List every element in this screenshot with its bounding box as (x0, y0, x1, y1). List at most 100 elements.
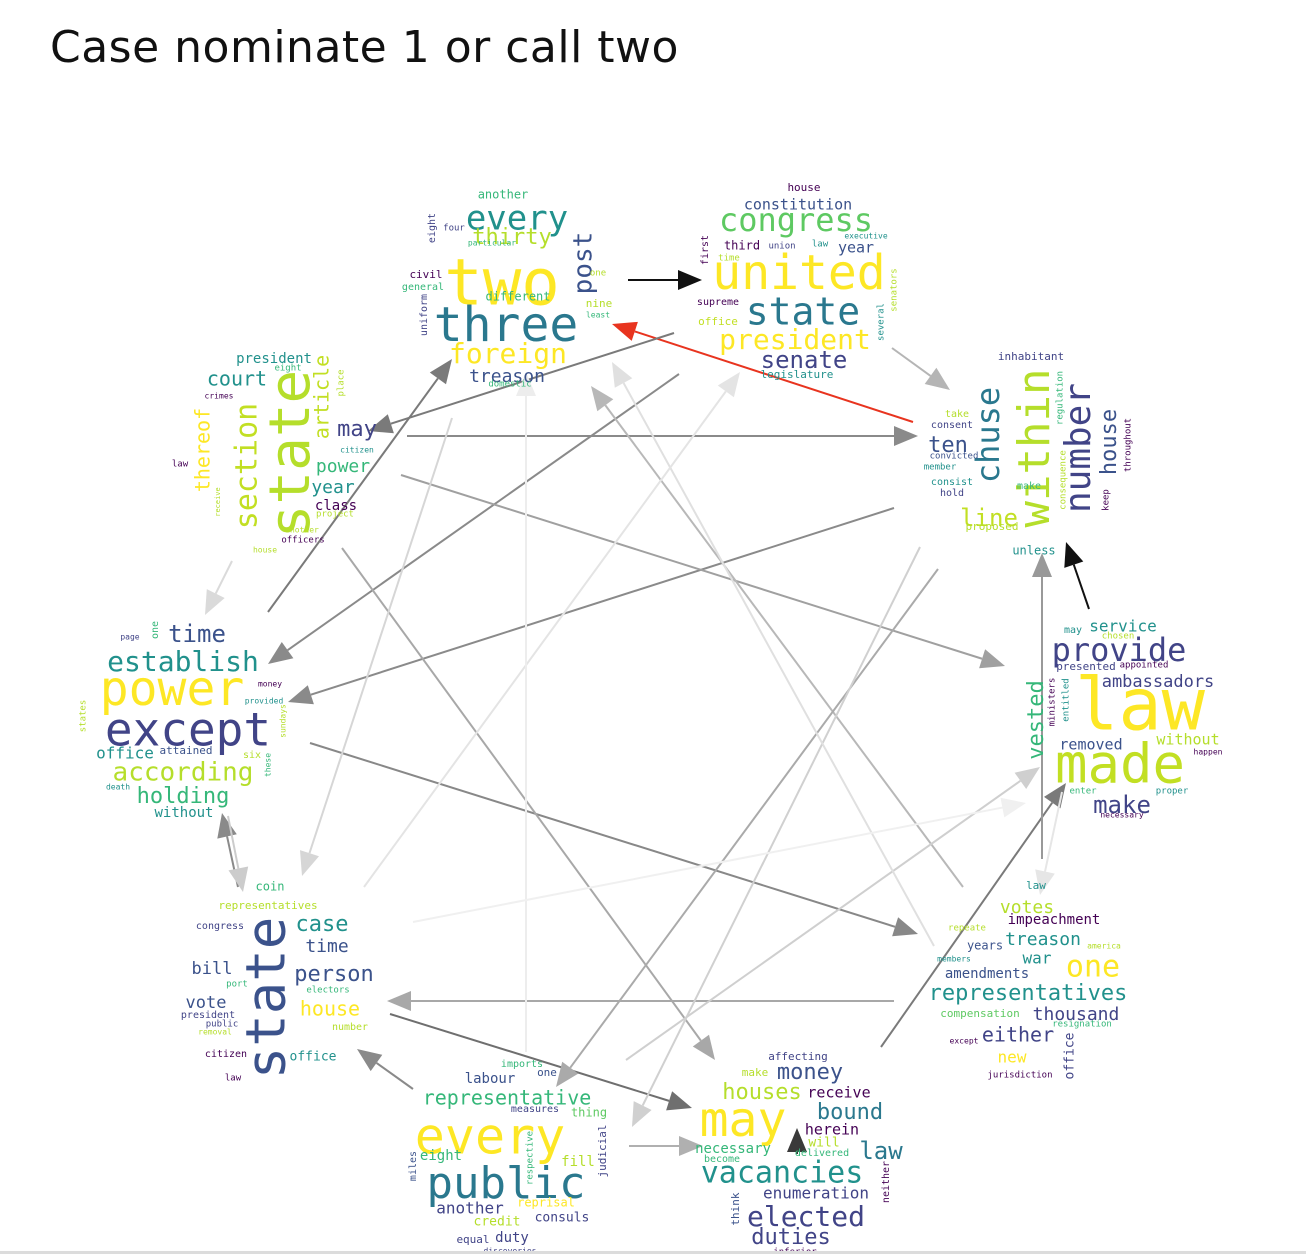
edge-arrow (300, 417, 453, 876)
cloud-word: executive (844, 232, 888, 241)
cloud-word: duties (751, 1225, 830, 1250)
cloud-word: state (235, 917, 298, 1080)
edge-arrow (407, 426, 918, 446)
edge-line (625, 780, 1021, 1061)
cloud-word: credit (474, 1215, 521, 1230)
arrow-head-icon (228, 866, 249, 892)
cloud-word: without (1156, 731, 1219, 749)
cloud-word: states (79, 700, 89, 733)
cloud-word: citizen (340, 446, 374, 455)
edge-line (1072, 564, 1090, 610)
cloud-word: will (808, 1136, 839, 1151)
cloud-word: one (150, 621, 161, 639)
cloud-word: fill (561, 1154, 595, 1170)
cloud-word: labour (465, 1071, 516, 1087)
edge-line (400, 474, 983, 660)
edge-arrow (625, 767, 1040, 1061)
arrow-head-icon (1064, 542, 1084, 568)
cloud-word: holding (137, 784, 230, 809)
cloud-word: consent (931, 420, 973, 431)
cloud-word: coin (256, 880, 285, 894)
arrow-head-icon (787, 1128, 807, 1152)
arrow-head-icon (892, 917, 918, 937)
arrow-head-icon (1032, 553, 1052, 577)
arrow-head-icon (692, 1034, 715, 1060)
arrow-head-icon (679, 1136, 703, 1156)
edge-arrow (591, 386, 964, 888)
edge-line (363, 390, 727, 888)
cloud-word: vacancies (701, 1156, 864, 1191)
cloud-word: chosen (1102, 632, 1135, 642)
cloud-word: delivered (795, 1148, 849, 1159)
edge-arrow (787, 1128, 807, 1154)
cloud-word: house (253, 546, 277, 555)
cloud-word: first (700, 235, 711, 265)
edge-line (375, 1062, 414, 1090)
cloud-word: power (100, 661, 245, 717)
cloud-word: time (718, 254, 740, 264)
cloud-word: president (236, 351, 312, 367)
cloud-word: another (285, 526, 319, 535)
cloud-word: house (787, 181, 820, 194)
cloud-word: neither (881, 1161, 892, 1203)
cloud-word: one (537, 1066, 557, 1079)
cloud-word: crimes (205, 392, 234, 401)
cloud-word: nine (586, 297, 613, 310)
cloud-word: war (1023, 949, 1052, 968)
cloud-word: case (296, 912, 349, 937)
cloud-word: particular (468, 239, 516, 248)
edge-line (412, 806, 1003, 923)
cloud-word: throughout (1124, 418, 1134, 472)
cloud-word: happen (1194, 748, 1223, 757)
cloud-word: law (225, 1074, 242, 1084)
cloud-word: four (443, 224, 465, 234)
edge-line (634, 330, 914, 423)
cloud-word: impeachment (1008, 912, 1101, 928)
cloud-word: office (96, 744, 154, 763)
cloud-word: inferior (773, 1248, 817, 1254)
edge-line (341, 547, 702, 1042)
edge-arrow (227, 815, 249, 892)
edge-arrow (309, 742, 918, 937)
cloud-word: eight (274, 364, 301, 374)
cloud-word: senate (761, 346, 848, 374)
cloud-word: new (998, 1048, 1027, 1067)
cloud-word: except (950, 1037, 979, 1046)
arrow-head-icon (1014, 767, 1040, 789)
edge-line (389, 1013, 670, 1102)
cloud-word: enumeration (763, 1184, 869, 1203)
cloud-word: supreme (697, 297, 739, 308)
cloud-word: bound (817, 1100, 883, 1125)
cloud-word: provide (1052, 631, 1187, 669)
arrow-head-icon (268, 642, 294, 664)
cloud-word: herein (805, 1121, 859, 1139)
cloud-word: section (230, 403, 265, 529)
edge-line (308, 417, 453, 854)
cloud-word: law (172, 460, 189, 470)
cloud-word: removal (198, 1028, 232, 1037)
cloud-word: discoveries (484, 1247, 537, 1254)
cloud-word: year (838, 239, 874, 257)
cloud-word: receive (214, 487, 222, 517)
edge-line (227, 815, 240, 869)
cloud-word: removed (1059, 736, 1122, 754)
edge-arrow (341, 547, 715, 1060)
edge-line (309, 742, 896, 928)
arrow-head-icon (591, 386, 614, 412)
cloud-word: ambassadors (1102, 672, 1215, 692)
edge-line (287, 373, 680, 651)
cloud-word: time (168, 620, 226, 648)
cloud-word: amendments (945, 966, 1029, 982)
cloud-word: necessary (1100, 811, 1144, 820)
edge-arrow (629, 1136, 703, 1156)
cloud-word: except (105, 703, 271, 757)
cloud-word: america (1087, 942, 1121, 951)
cloud-word: several (877, 303, 887, 341)
cloud-word: constitution (744, 196, 852, 214)
cloud-word: least (586, 311, 610, 320)
arrow-head-icon (556, 1061, 579, 1087)
